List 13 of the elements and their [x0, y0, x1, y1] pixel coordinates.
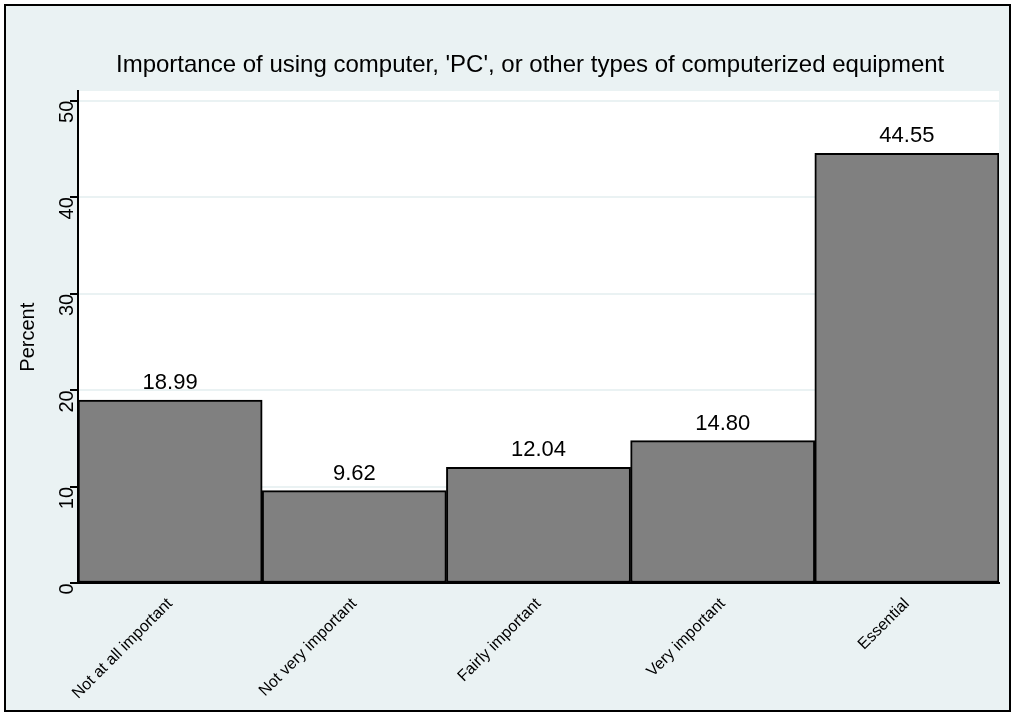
- data-label: 14.80: [695, 409, 751, 435]
- y-tick-label: 40: [54, 197, 77, 220]
- chart-title: Importance of using computer, 'PC', or other types of computerized equipment: [116, 50, 946, 78]
- y-tick-label: 30: [54, 293, 77, 317]
- data-label: 18.99: [142, 369, 198, 395]
- data-label: 9.62: [332, 459, 376, 485]
- y-tick-label: 0: [54, 583, 77, 595]
- y-tick-label: 50: [54, 100, 77, 123]
- y-axis-title: Percent: [15, 302, 38, 372]
- data-label: 44.55: [879, 122, 935, 148]
- y-tick-label: 20: [54, 390, 77, 413]
- y-tick-label: 10: [54, 486, 77, 510]
- data-label: 12.04: [510, 436, 567, 462]
